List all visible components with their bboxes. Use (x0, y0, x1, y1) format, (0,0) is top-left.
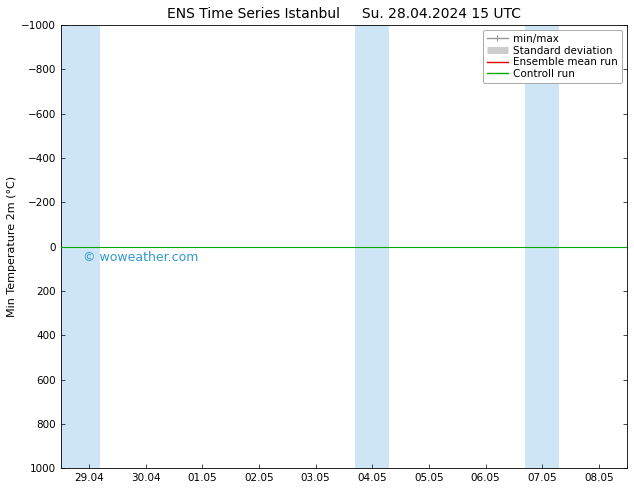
Bar (61, 25, 100, 468)
Text: © woweather.com: © woweather.com (84, 251, 199, 264)
Bar (525, 25, 559, 468)
Bar (355, 25, 389, 468)
Legend: min/max, Standard deviation, Ensemble mean run, Controll run: min/max, Standard deviation, Ensemble me… (482, 30, 622, 83)
Title: ENS Time Series Istanbul     Su. 28.04.2024 15 UTC: ENS Time Series Istanbul Su. 28.04.2024 … (167, 7, 521, 21)
Y-axis label: Min Temperature 2m (°C): Min Temperature 2m (°C) (7, 176, 17, 317)
